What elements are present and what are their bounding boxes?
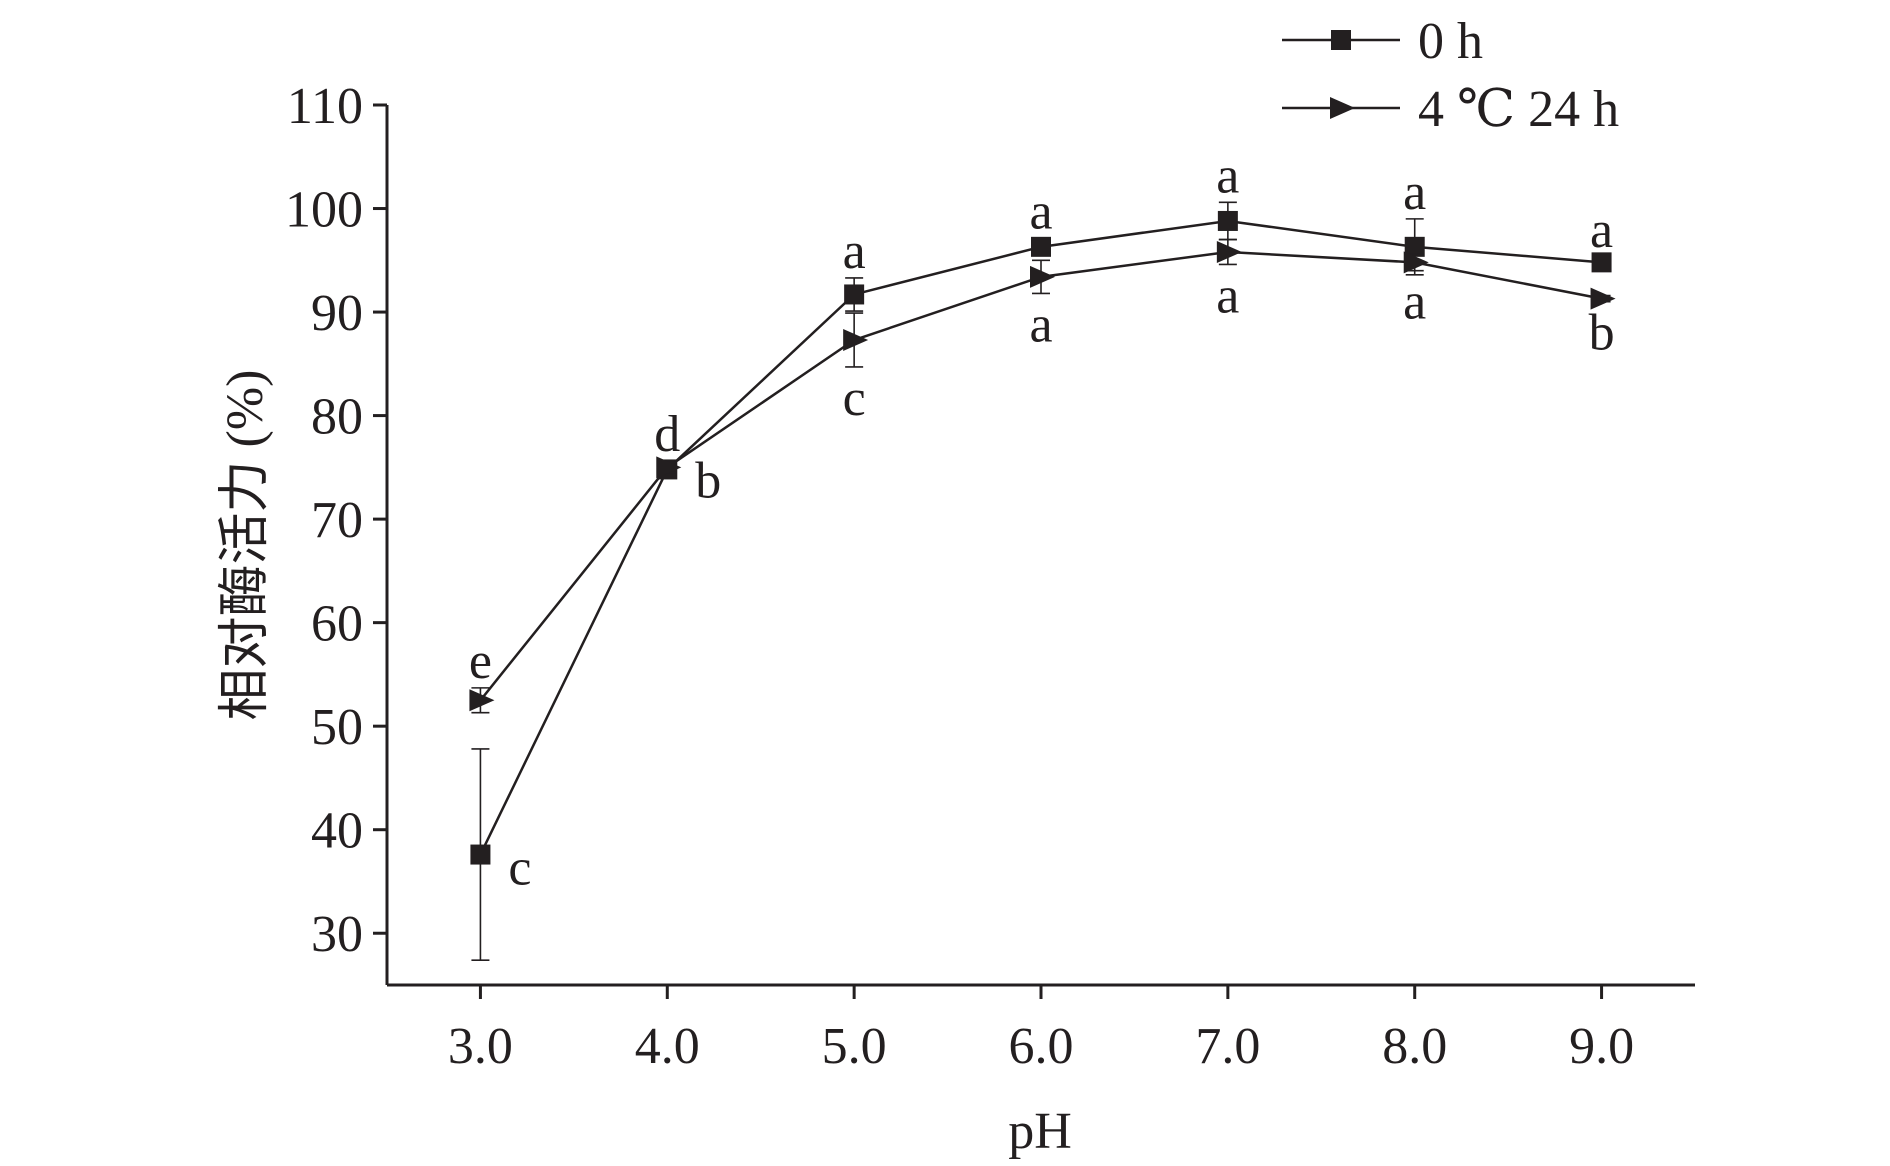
- x-tick-label: 4.0: [635, 1018, 700, 1075]
- legend-label: 4 ℃ 24 h: [1418, 81, 1619, 138]
- significance-label: a: [1403, 164, 1426, 221]
- significance-label: a: [1403, 274, 1426, 331]
- data-point: [1590, 287, 1616, 310]
- x-tick-label: 3.0: [448, 1018, 513, 1075]
- legend-marker: [1331, 30, 1351, 50]
- y-tick-label: 40: [311, 803, 363, 860]
- x-tick-label: 8.0: [1382, 1018, 1447, 1075]
- significance-label: b: [1589, 305, 1615, 362]
- significance-label: a: [1029, 296, 1052, 353]
- data-point: [844, 284, 865, 305]
- significance-label: e: [469, 633, 492, 690]
- x-tick-label: 7.0: [1195, 1018, 1260, 1075]
- data-point: [1216, 241, 1242, 264]
- significance-label: a: [1216, 147, 1239, 204]
- legend-marker: [1330, 97, 1355, 119]
- significance-label: a: [843, 223, 866, 280]
- y-tick-label: 70: [311, 492, 363, 549]
- series-2: e b c a a a b: [469, 238, 1616, 714]
- legend-item: 4 ℃ 24 h: [1282, 81, 1619, 138]
- y-tick-label: 30: [311, 906, 363, 963]
- significance-label: c: [508, 840, 531, 897]
- legend: 0 h 4 ℃ 24 h: [1282, 13, 1619, 138]
- data-point: [1031, 236, 1051, 257]
- significance-label: a: [1590, 202, 1613, 259]
- y-tick-label: 80: [311, 389, 363, 446]
- significance-label: a: [1029, 184, 1052, 241]
- data-point: [1030, 265, 1055, 288]
- legend-item: 0 h: [1282, 13, 1483, 70]
- y-tick-label: 60: [311, 596, 363, 653]
- data-point: [470, 844, 491, 865]
- significance-label: d: [654, 406, 680, 463]
- y-axis-ticks: 30 40 50 60 70 80 90 100 110: [285, 78, 387, 963]
- data-point: [843, 329, 869, 352]
- x-tick-label: 9.0: [1569, 1018, 1634, 1075]
- data-point: [1217, 210, 1238, 231]
- y-tick-label: 110: [287, 78, 363, 135]
- data-point: [1404, 236, 1425, 257]
- significance-label: a: [1216, 267, 1239, 324]
- x-axis-title: pH: [1008, 1103, 1072, 1160]
- legend-label: 0 h: [1418, 13, 1483, 70]
- y-tick-label: 100: [285, 182, 363, 239]
- y-tick-label: 90: [311, 285, 363, 342]
- x-tick-label: 6.0: [1009, 1018, 1074, 1075]
- data-point: [656, 456, 682, 479]
- significance-label: c: [843, 370, 866, 427]
- data-point: [1403, 251, 1429, 274]
- data-point: [1591, 252, 1612, 273]
- x-tick-label: 5.0: [822, 1018, 887, 1075]
- y-tick-label: 50: [311, 699, 363, 756]
- significance-label: b: [695, 452, 721, 509]
- data-point: [469, 689, 495, 712]
- x-axis-ticks: 3.0 4.0 5.0 6.0 7.0 8.0 9.0: [448, 985, 1634, 1075]
- y-axis-title: 相对酶活力 (%): [217, 370, 274, 721]
